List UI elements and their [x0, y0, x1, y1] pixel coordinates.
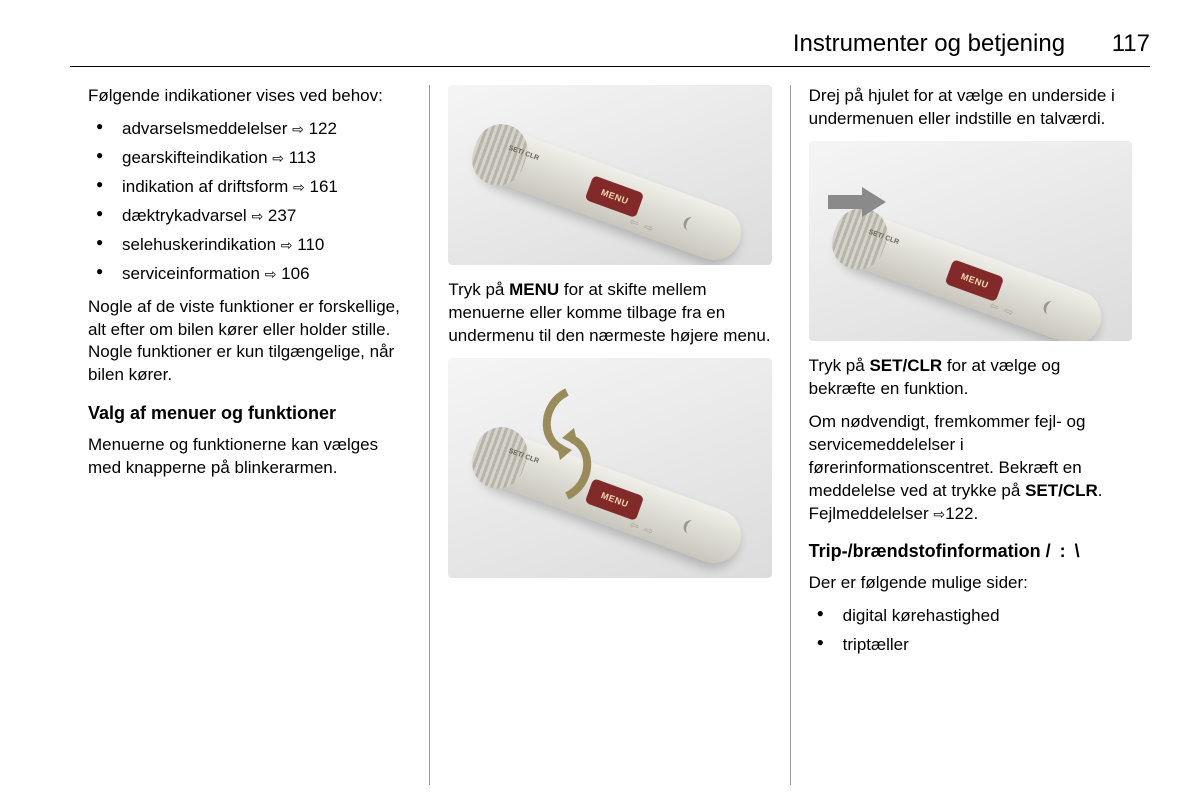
page-ref-icon: ⇨ [293, 178, 305, 197]
col3-list-intro: Der er følgende mulige sider: [809, 572, 1132, 595]
page-ref: 122 [309, 119, 337, 138]
page-ref-icon: ⇨ [292, 120, 304, 139]
list-item: indikation af driftsform ⇨ 161 [88, 176, 411, 199]
figure-menu-press: SET/ CLR MENU ⇦⇨ [448, 85, 771, 265]
text: Tryk på [448, 280, 509, 299]
page-ref: 110 [297, 235, 324, 254]
list-item: dæktrykadvarsel ⇨ 237 [88, 205, 411, 228]
col1-subhead: Valg af menuer og funktioner [88, 401, 411, 425]
figure-wheel-rotate: SET/ CLR MENU ⇦⇨ [448, 358, 771, 578]
menu-button-icon: MENU [945, 259, 1005, 302]
menu-bold: MENU [509, 280, 559, 299]
content-columns: Følgende indikationer vises ved behov: a… [70, 85, 1150, 785]
list-item-text: triptæller [843, 635, 909, 654]
push-arrow-icon [828, 185, 888, 219]
col3-subhead: Trip-/brændstofinformation / : \ [809, 539, 1132, 563]
page-ref: 122 [945, 504, 973, 523]
page-ref-icon: ⇨ [281, 236, 293, 255]
page-header: Instrumenter og betjening 117 [70, 30, 1150, 67]
list-item: advarselsmeddelelser ⇨ 122 [88, 118, 411, 141]
list-item-text: selehuskerindikation [122, 235, 276, 254]
col3-para1: Drej på hjulet for at vælge en underside… [809, 85, 1132, 131]
page-ref: 113 [289, 148, 316, 167]
headlight-icon [1042, 299, 1066, 319]
setclr-small-label: SET/ CLR [867, 229, 899, 246]
page: Instrumenter og betjening 117 Følgende i… [0, 0, 1200, 802]
turn-signal-icon: ⇦⇨ [627, 215, 661, 239]
col3-para2: Tryk på SET/CLR for at vælge og bekræfte… [809, 355, 1132, 401]
stalk-illustration: SET/ CLR MENU ⇦⇨ [832, 207, 1109, 341]
text: . [974, 504, 979, 523]
list-item-text: indikation af driftsform [122, 177, 288, 196]
setclr-small-label: SET/ CLR [507, 145, 539, 162]
column-3: Drej på hjulet for at vælge en underside… [790, 85, 1150, 785]
header-title: Instrumenter og betjening [793, 30, 1065, 57]
page-ref-icon: ⇨ [251, 207, 263, 226]
page-ref: 161 [310, 177, 338, 196]
list-item: digital kørehastighed [809, 605, 1132, 628]
col1-intro: Følgende indikationer vises ved behov: [88, 85, 411, 108]
col1-body: Menuerne og funktionerne kan vælges med … [88, 434, 411, 480]
page-ref-icon: ⇨ [265, 265, 277, 284]
list-item-text: gearskifteindikation [122, 148, 268, 167]
text: Tryk på [809, 356, 870, 375]
col1-bullet-list: advarselsmeddelelser ⇨ 122 gearskifteind… [88, 118, 411, 286]
rotate-arrows-icon [532, 384, 602, 504]
list-item: serviceinformation ⇨ 106 [88, 263, 411, 286]
column-1: Følgende indikationer vises ved behov: a… [70, 85, 429, 785]
stalk-illustration: SET/ CLR MENU ⇦⇨ [471, 123, 748, 265]
figure-setclr-press: SET/ CLR MENU ⇦⇨ [809, 141, 1132, 341]
page-number: 117 [1112, 30, 1150, 57]
column-2: SET/ CLR MENU ⇦⇨ Tryk på MENU for at ski… [429, 85, 789, 785]
page-ref: 237 [268, 206, 296, 225]
page-ref-icon: ⇨ [933, 505, 945, 524]
list-item-text: digital kørehastighed [843, 606, 1000, 625]
list-item: triptæller [809, 634, 1132, 657]
turn-signal-icon: ⇦⇨ [987, 298, 1021, 322]
trip-info-icon: / : \ [1046, 539, 1082, 563]
list-item: selehuskerindikation ⇨ 110 [88, 234, 411, 257]
list-item-text: dæktrykadvarsel [122, 206, 247, 225]
col3-bullet-list: digital kørehastighed triptæller [809, 605, 1132, 657]
col3-para3: Om nødvendigt, fremkommer fejl- og servi… [809, 411, 1132, 526]
setclr-bold: SET/CLR [869, 356, 942, 375]
headlight-icon [682, 518, 706, 538]
headlight-icon [682, 215, 706, 235]
list-item-text: advarselsmeddelelser [122, 119, 287, 138]
list-item-text: serviceinformation [122, 264, 260, 283]
col1-note: Nogle af de viste funktioner er forskell… [88, 296, 411, 388]
col2-para: Tryk på MENU for at skifte mellem menuer… [448, 279, 771, 348]
page-ref-icon: ⇨ [272, 149, 284, 168]
menu-button-icon: MENU [585, 175, 645, 218]
setclr-bold: SET/CLR [1025, 481, 1098, 500]
turn-signal-icon: ⇦⇨ [627, 517, 661, 541]
page-ref: 106 [281, 264, 309, 283]
stalk-illustration: SET/ CLR MENU ⇦⇨ [471, 425, 748, 570]
list-item: gearskifteindikation ⇨ 113 [88, 147, 411, 170]
subhead-text: Trip-/brændstofinformation [809, 541, 1041, 561]
